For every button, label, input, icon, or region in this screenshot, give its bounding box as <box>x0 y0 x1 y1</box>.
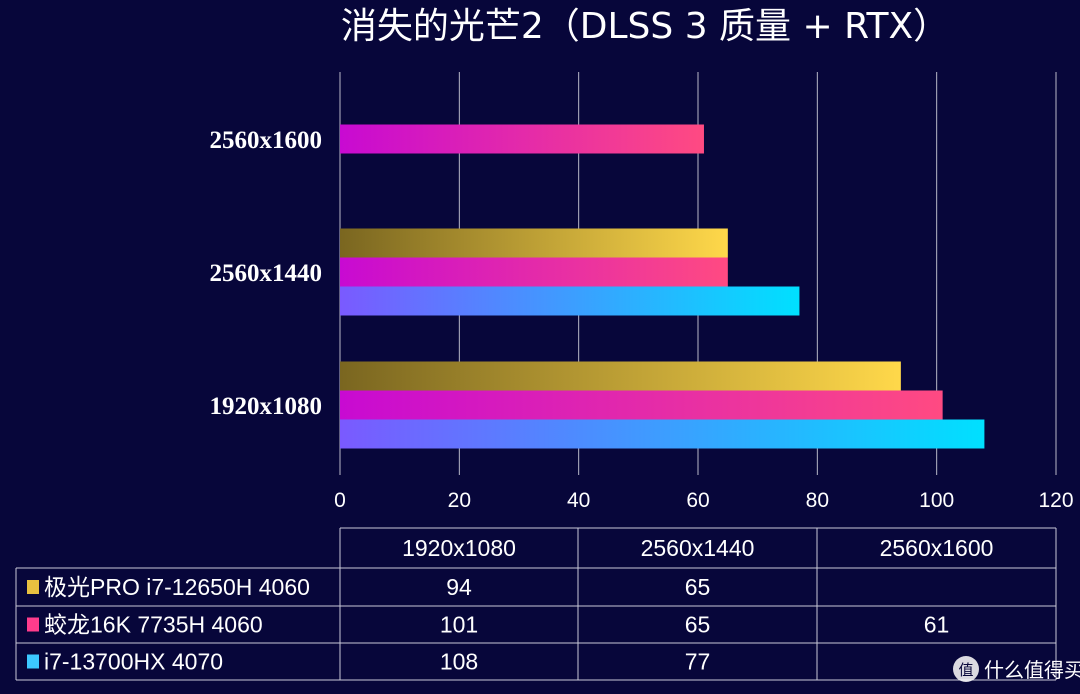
legend-swatch <box>27 654 39 669</box>
x-tick-label: 0 <box>334 489 346 512</box>
x-tick-label: 60 <box>686 489 709 512</box>
table-value-cell: 65 <box>685 574 711 600</box>
table-value-cell: 77 <box>685 649 711 675</box>
chart-title: 消失的光芒2（DLSS 3 质量 + RTX） <box>341 6 949 47</box>
table-value-cell: 94 <box>446 574 472 600</box>
bars <box>340 124 985 449</box>
table-header-cell: 2560x1440 <box>641 535 755 561</box>
x-tick-labels: 0 20 40 60 80 100 120 <box>334 489 1073 512</box>
legend-swatch <box>27 580 39 594</box>
watermark-logo-glyph: 值 <box>958 661 973 679</box>
table-value-cell: 108 <box>440 649 478 675</box>
bar <box>340 419 985 449</box>
table-header-cell: 2560x1600 <box>880 535 994 561</box>
bar <box>340 361 901 391</box>
watermark-logo-icon <box>953 656 979 682</box>
x-tick-label: 100 <box>919 489 954 512</box>
table-row-label: 极光PRO i7-12650H 4060 <box>44 574 310 600</box>
table-value-cell: 61 <box>924 612 950 638</box>
legend-swatch <box>27 617 39 632</box>
table-row-label: 蛟龙16K 7735H 4060 <box>44 612 263 638</box>
x-tick-label: 40 <box>567 489 590 512</box>
bar <box>340 286 800 316</box>
x-tick-label: 120 <box>1038 489 1073 512</box>
table-header-cell: 1920x1080 <box>402 535 516 561</box>
data-table: 1920x1080 2560x1440 2560x1600 极光PRO i7-1265… <box>15 527 1057 681</box>
category-label: 2560x1440 <box>210 260 323 287</box>
watermark: 值 什么值得买 <box>953 656 1080 682</box>
bar <box>340 228 728 258</box>
watermark-text: 什么值得买 <box>984 658 1080 682</box>
table-value-cell: 65 <box>685 612 711 638</box>
category-labels: 1920x1080 2560x1440 2560x1600 <box>210 127 323 420</box>
bar <box>340 257 728 287</box>
category-label: 2560x1600 <box>210 127 323 154</box>
table-row-label: i7-13700HX 4070 <box>44 649 223 675</box>
table-value-cell: 101 <box>440 612 478 638</box>
x-tick-label: 80 <box>806 489 829 512</box>
bar <box>340 124 704 154</box>
category-label: 1920x1080 <box>210 393 323 420</box>
bar <box>340 390 943 420</box>
x-tick-label: 20 <box>448 489 471 512</box>
